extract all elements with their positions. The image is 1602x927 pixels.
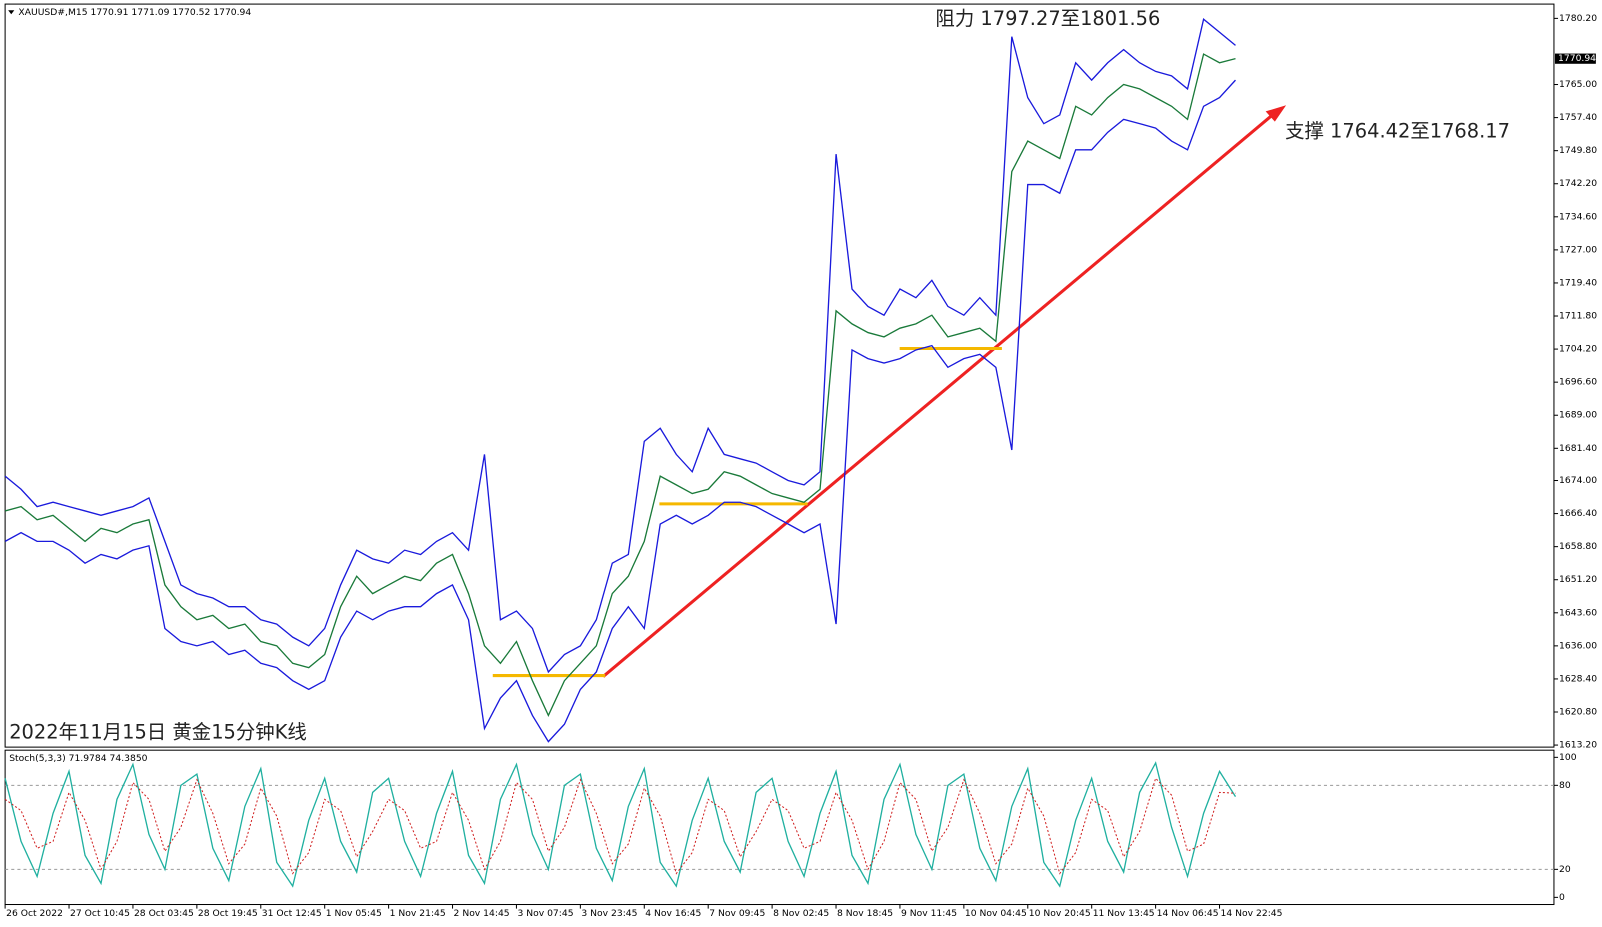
series-line <box>4 79 1236 743</box>
stoch-title: Stoch(5,3,3) 71.9784 74.3850 <box>9 753 147 764</box>
x-tick-label: 4 Nov 16:45 <box>645 908 701 919</box>
y-tick-label: 80 <box>1559 780 1571 791</box>
trend-line <box>602 109 1279 678</box>
x-tick-label: 10 Nov 20:45 <box>1029 908 1091 919</box>
y-tick-label: 1681.40 <box>1559 443 1597 454</box>
symbol-icon <box>8 10 15 15</box>
chart-title: 2022年11月15日 黄金15分钟K线 <box>9 720 307 743</box>
series-line <box>4 761 1237 888</box>
x-tick-label: 9 Nov 11:45 <box>901 908 957 919</box>
y-tick-label: 1636.00 <box>1559 640 1597 651</box>
y-tick-label: 1727.00 <box>1559 244 1597 255</box>
annotation: 支撑 1764.42至1768.17 <box>1285 119 1510 142</box>
x-tick-label: 31 Oct 12:45 <box>262 908 322 919</box>
x-tick-label: 7 Nov 09:45 <box>709 908 765 919</box>
stoch-frame <box>4 749 1555 906</box>
y-tick-label: 1711.80 <box>1559 311 1597 322</box>
x-tick-label: 10 Nov 04:45 <box>965 908 1027 919</box>
annotation: 阻力 1797.27至1801.56 <box>935 7 1160 30</box>
header: XAUUSD#,M15 1770.91 1771.09 1770.52 1770… <box>18 7 251 18</box>
y-tick-label: 1658.80 <box>1559 541 1597 552</box>
price-tag <box>1554 53 1596 64</box>
y-tick-label: 1765.00 <box>1559 79 1597 90</box>
x-tick-label: 27 Oct 10:45 <box>70 908 130 919</box>
y-tick-label: 1628.40 <box>1559 673 1597 684</box>
x-tick-label: 14 Nov 22:45 <box>1221 908 1283 919</box>
y-tick-label: 1696.60 <box>1559 377 1597 388</box>
x-tick-label: 28 Oct 03:45 <box>134 908 194 919</box>
y-tick-label: 1620.80 <box>1559 707 1597 718</box>
y-tick-label: 1749.80 <box>1559 145 1597 156</box>
x-tick-label: 11 Nov 13:45 <box>1093 908 1155 919</box>
arrow-head <box>1265 105 1287 122</box>
x-tick-label: 28 Oct 19:45 <box>198 908 258 919</box>
y-tick-label: 1643.60 <box>1559 607 1597 618</box>
y-tick-label: 1742.20 <box>1559 178 1597 189</box>
x-tick-label: 26 Oct 2022 <box>6 908 63 919</box>
y-tick-label: 1689.00 <box>1559 410 1597 421</box>
x-tick-label: 3 Nov 23:45 <box>581 908 637 919</box>
x-tick-label: 1 Nov 21:45 <box>390 908 446 919</box>
x-tick-label: 8 Nov 02:45 <box>773 908 829 919</box>
series-line <box>4 18 1236 674</box>
x-tick-label: 2 Nov 14:45 <box>454 908 510 919</box>
y-tick-label: 1666.40 <box>1559 508 1597 519</box>
drawings <box>492 105 1287 678</box>
y-tick-label: 1651.20 <box>1559 574 1597 585</box>
price-tag-label: 1770.94 <box>1558 53 1596 64</box>
y-tick-label: 1734.60 <box>1559 211 1597 222</box>
x-tick-label: 8 Nov 18:45 <box>837 908 893 919</box>
x-tick-label: 3 Nov 07:45 <box>517 908 573 919</box>
y-tick-label: 20 <box>1559 864 1571 875</box>
y-tick-label: 1613.20 <box>1559 740 1597 751</box>
y-tick-label: 0 <box>1559 892 1565 903</box>
y-tick-label: 1780.20 <box>1559 13 1597 24</box>
y-tick-label: 100 <box>1559 752 1577 763</box>
y-tick-label: 1704.20 <box>1559 344 1597 355</box>
series-line <box>4 777 1236 875</box>
x-tick-label: 14 Nov 06:45 <box>1157 908 1219 919</box>
series-line <box>4 53 1236 718</box>
x-tick-label: 1 Nov 05:45 <box>326 908 382 919</box>
y-tick-label: 1719.40 <box>1559 277 1597 288</box>
main-frame <box>4 3 1555 748</box>
y-tick-label: 1674.00 <box>1559 475 1597 486</box>
y-tick-label: 1757.40 <box>1559 112 1597 123</box>
